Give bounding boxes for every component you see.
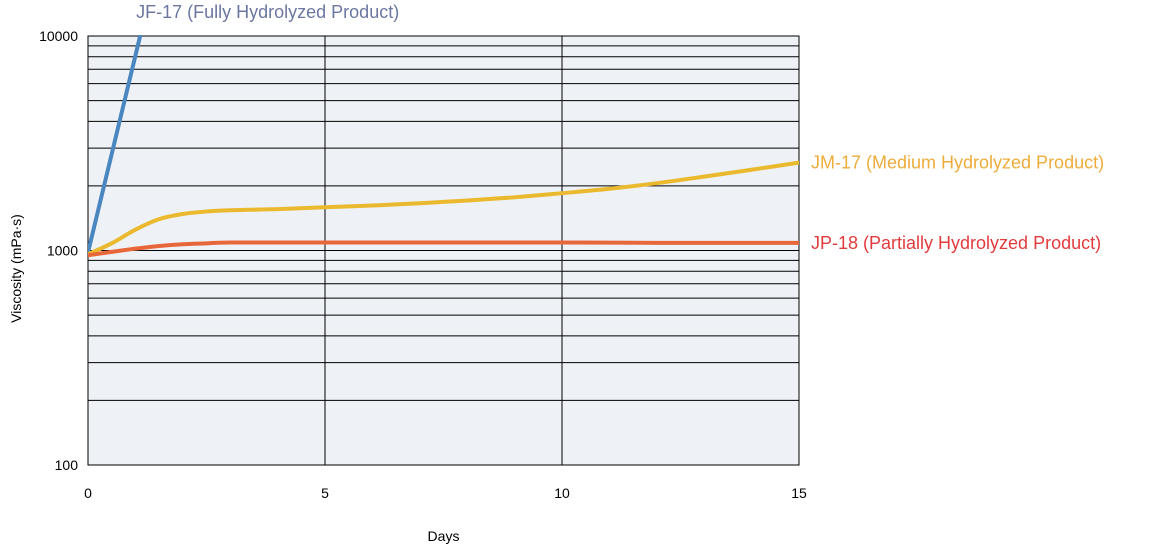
- series-line-jm-17: [88, 160, 799, 257]
- y-axis-label: Viscosity (mPa·s): [8, 214, 24, 323]
- y-tick-label: 100: [55, 457, 79, 473]
- series-label-jm-17: JM-17 (Medium Hydrolyzed Product): [811, 153, 1104, 173]
- grid: [87, 35, 800, 466]
- y-tick-label: 10000: [39, 28, 78, 44]
- tick-labels: 0 5 10 15 100 1000 10000: [39, 28, 807, 501]
- series-labels: JF-17 (Fully Hydrolyzed Product) JM-17 (M…: [136, 2, 1104, 253]
- x-tick-label: 10: [554, 485, 570, 501]
- x-axis-label: Days: [428, 528, 460, 544]
- x-tick-label: 15: [791, 485, 807, 501]
- y-tick-label: 1000: [47, 243, 78, 259]
- series-line-jp-18: [88, 240, 799, 258]
- x-tick-label: 5: [321, 485, 329, 501]
- series: [88, 35, 799, 258]
- series-label-jp-18: JP-18 (Partially Hydrolyzed Product): [811, 233, 1101, 253]
- series-line-jf-17: [88, 35, 143, 255]
- series-label-jf-17: JF-17 (Fully Hydrolyzed Product): [136, 2, 399, 22]
- x-tick-label: 0: [84, 485, 92, 501]
